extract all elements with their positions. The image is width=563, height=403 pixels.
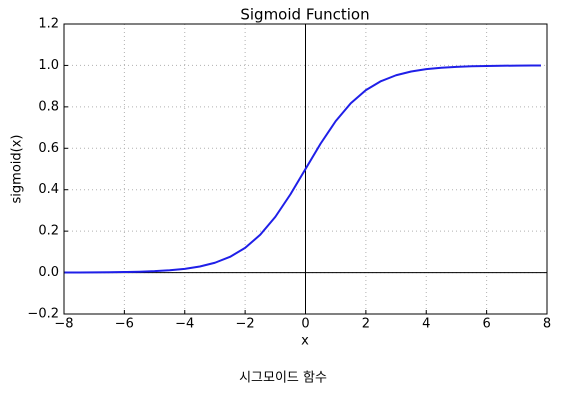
x-tick-label: −8	[54, 317, 73, 332]
chart-title: Sigmoid Function	[240, 6, 369, 24]
y-tick-label: 0.2	[38, 224, 59, 239]
y-tick-label: 1.2	[38, 17, 59, 32]
x-tick-label: 0	[301, 317, 309, 332]
y-tick-label: 0.4	[38, 182, 59, 197]
x-tick-label: 2	[362, 317, 370, 332]
plot-frame	[63, 23, 548, 315]
x-tick-label: −6	[115, 317, 134, 332]
y-tick-label: −0.2	[27, 307, 59, 322]
y-tick-label: 1.0	[38, 58, 59, 73]
caption: 시그모이드 함수	[239, 371, 327, 386]
x-tick-label: 8	[543, 317, 551, 332]
y-tick-label: 0.6	[38, 141, 59, 156]
x-tick-label: −4	[175, 317, 194, 332]
x-tick-label: 6	[482, 317, 490, 332]
y-tick-label: 0.8	[38, 99, 59, 114]
y-tick-label: 0.0	[38, 265, 59, 280]
x-tick-label: −2	[236, 317, 255, 332]
x-tick-label: 4	[422, 317, 430, 332]
x-axis-label: x	[301, 334, 309, 349]
line-series	[63, 64, 541, 274]
y-axis-label: sigmoid(x)	[10, 135, 25, 204]
